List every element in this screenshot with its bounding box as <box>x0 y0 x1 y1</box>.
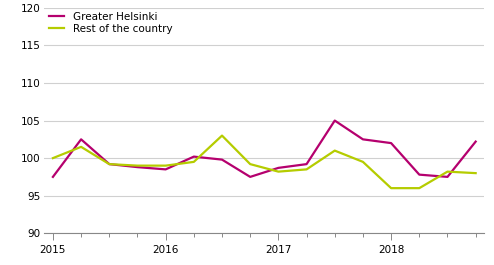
Greater Helsinki <box>416 173 422 176</box>
Greater Helsinki <box>163 168 168 171</box>
Greater Helsinki <box>78 138 84 141</box>
Rest of the country <box>473 171 479 175</box>
Rest of the country <box>50 157 56 160</box>
Greater Helsinki <box>304 162 310 166</box>
Rest of the country <box>106 162 112 166</box>
Greater Helsinki <box>445 175 451 179</box>
Rest of the country <box>360 160 366 164</box>
Greater Helsinki <box>388 142 394 145</box>
Greater Helsinki <box>332 119 338 122</box>
Rest of the country <box>191 160 197 164</box>
Greater Helsinki <box>134 166 140 169</box>
Rest of the country <box>388 187 394 190</box>
Rest of the country <box>219 134 225 137</box>
Greater Helsinki <box>276 166 282 170</box>
Greater Helsinki <box>473 140 479 143</box>
Legend: Greater Helsinki, Rest of the country: Greater Helsinki, Rest of the country <box>47 11 173 35</box>
Greater Helsinki <box>191 155 197 158</box>
Rest of the country <box>163 164 168 167</box>
Rest of the country <box>276 170 282 173</box>
Line: Greater Helsinki: Greater Helsinki <box>53 121 476 177</box>
Greater Helsinki <box>247 175 253 179</box>
Greater Helsinki <box>219 158 225 161</box>
Rest of the country <box>304 168 310 171</box>
Greater Helsinki <box>50 175 56 179</box>
Rest of the country <box>134 164 140 167</box>
Rest of the country <box>445 170 451 173</box>
Rest of the country <box>247 162 253 166</box>
Rest of the country <box>416 187 422 190</box>
Rest of the country <box>332 149 338 152</box>
Greater Helsinki <box>360 138 366 141</box>
Rest of the country <box>78 145 84 148</box>
Greater Helsinki <box>106 162 112 166</box>
Line: Rest of the country: Rest of the country <box>53 136 476 188</box>
